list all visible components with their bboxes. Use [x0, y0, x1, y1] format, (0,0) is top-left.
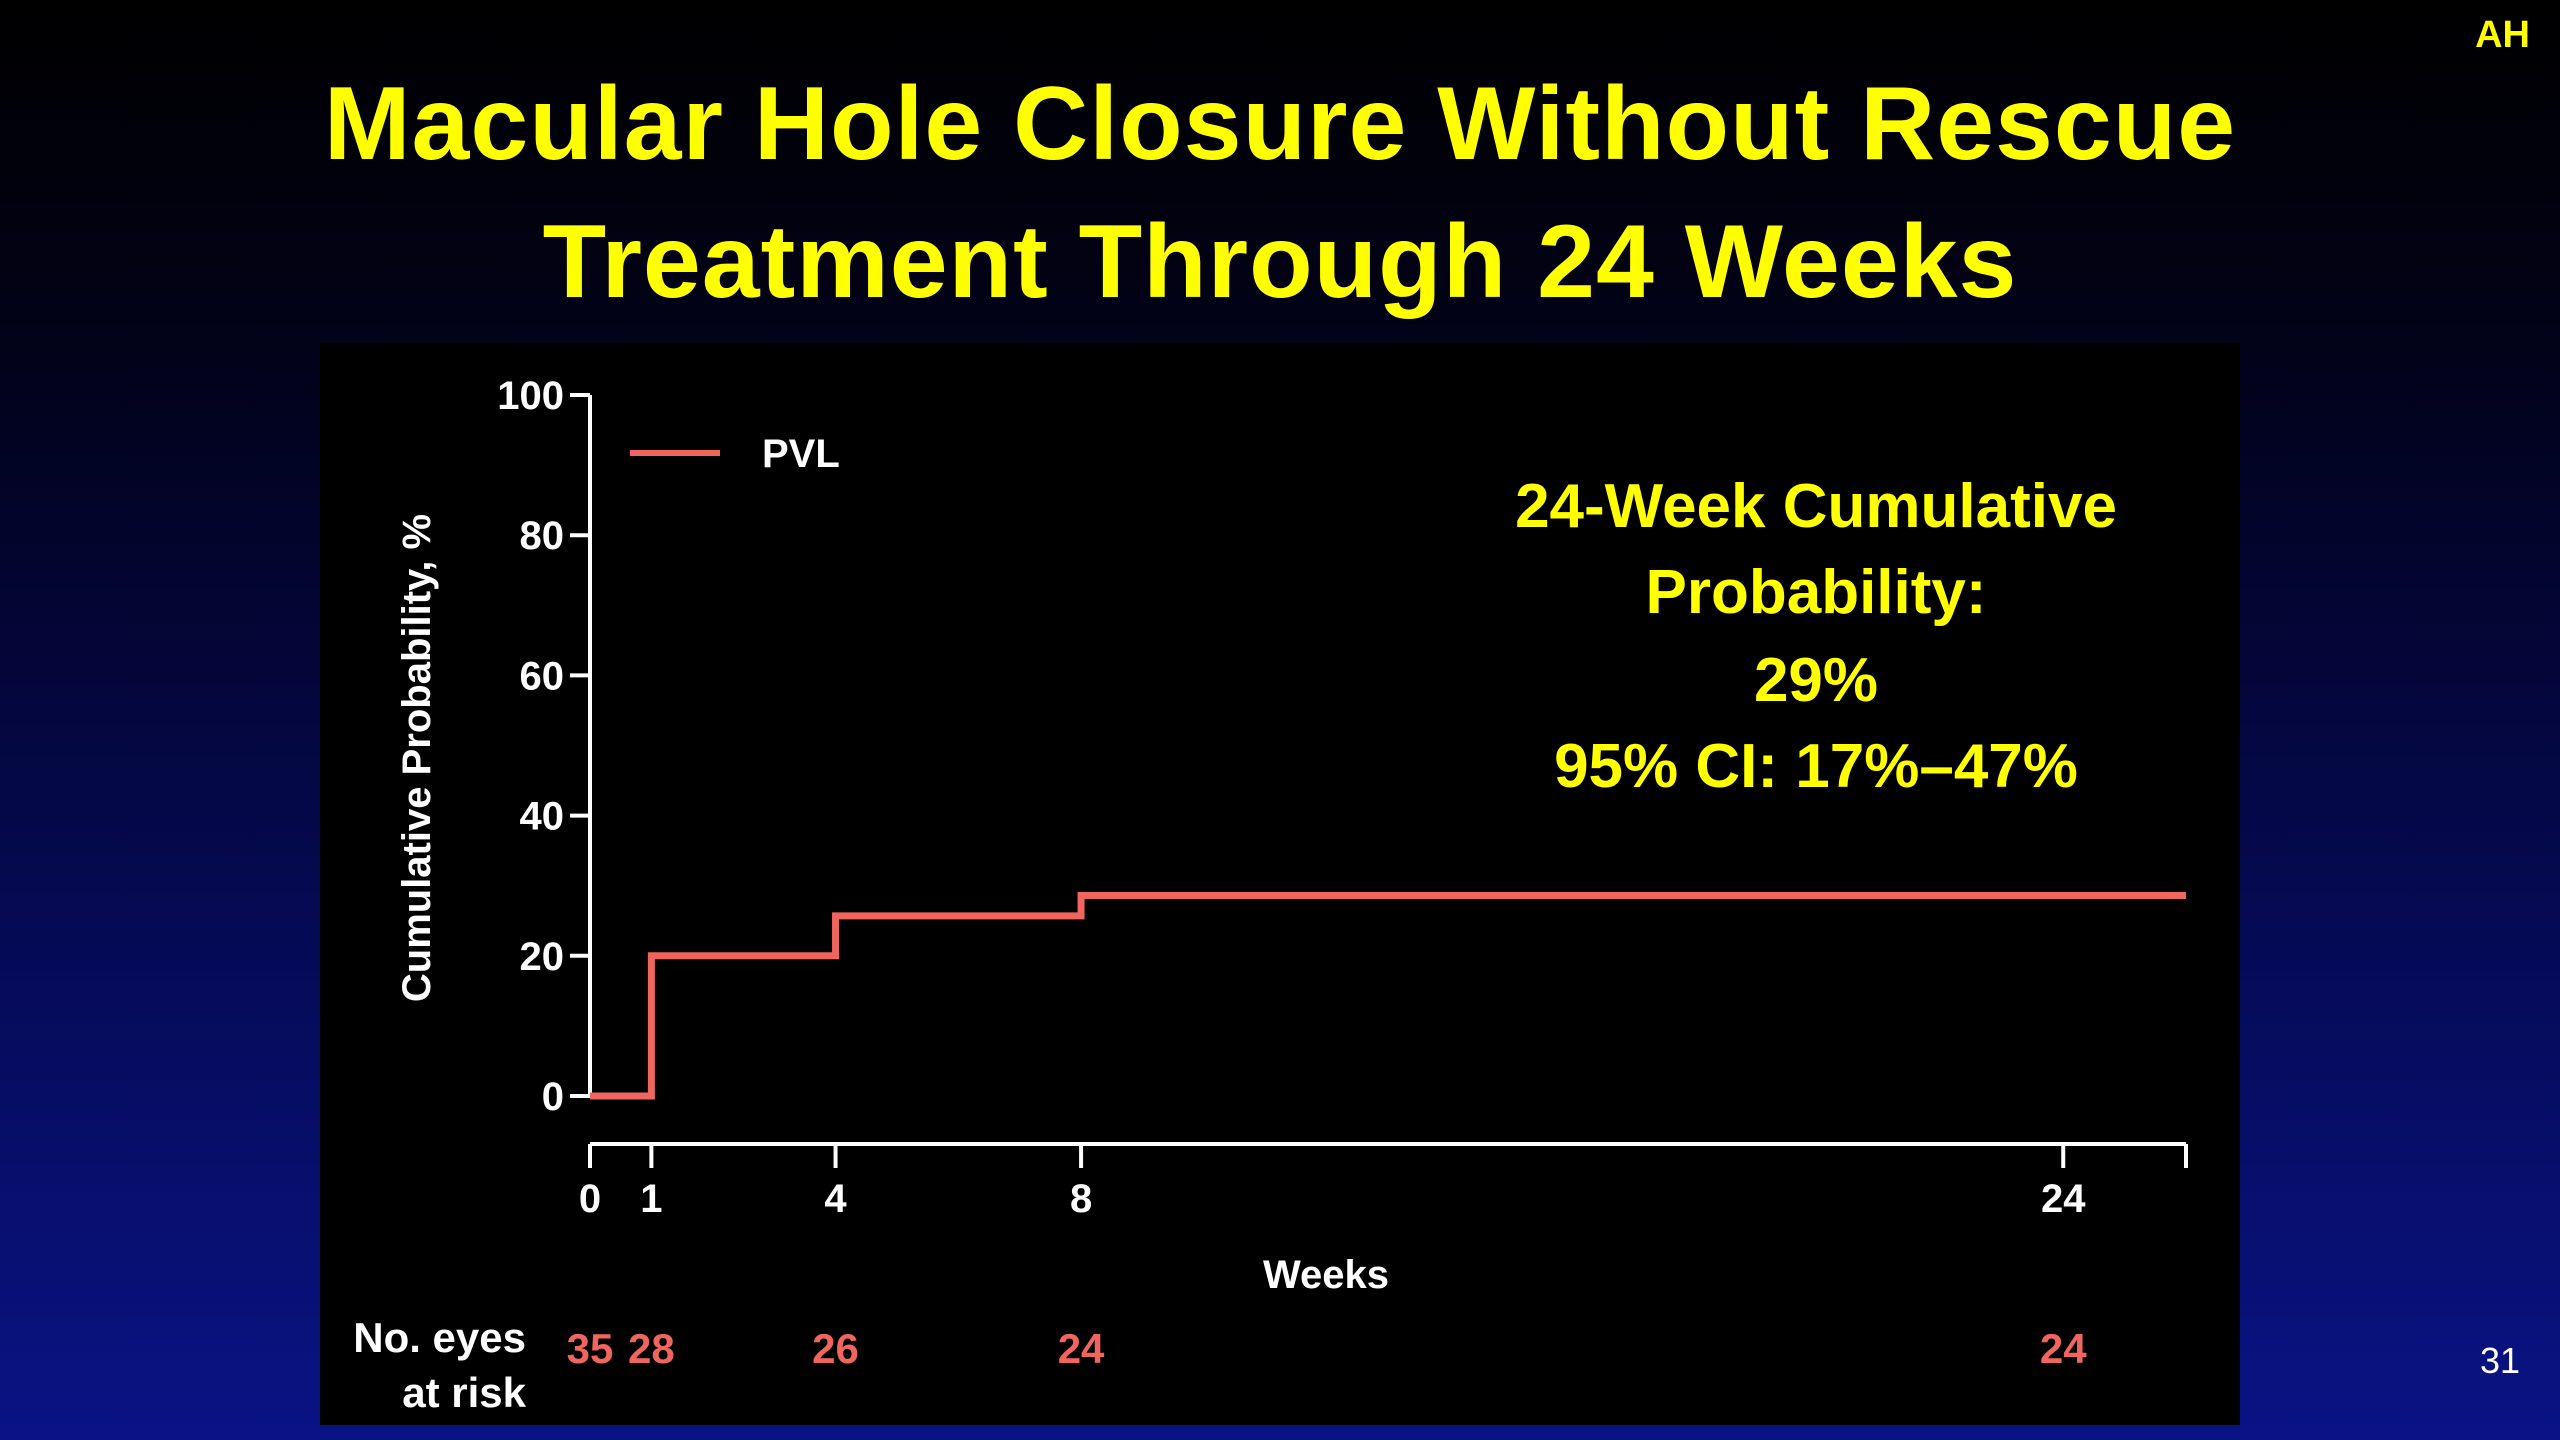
x-axis: 0 1 4 8 24 [579, 1142, 2188, 1221]
legend-label-pvl: PVL [762, 432, 840, 476]
x-tick-label: 1 [640, 1177, 662, 1221]
annotation-line-1: 24-Week Cumulative [1515, 472, 2117, 541]
corner-tag: AH [2475, 14, 2530, 56]
slide-title-line-1: Macular Hole Closure Without Rescue [323, 66, 2237, 182]
x-axis-label: Weeks [1263, 1253, 1389, 1297]
risk-table: No. eyes at risk 35 28 26 24 24 [353, 1314, 2087, 1416]
risk-table-label-line-1: No. eyes [353, 1314, 526, 1361]
y-tick-label: 20 [520, 935, 565, 979]
risk-table-label-line-2: at risk [402, 1369, 526, 1416]
x-tick-label: 0 [579, 1177, 601, 1221]
x-tick-label: 8 [1070, 1177, 1092, 1221]
y-tick-label: 80 [520, 514, 565, 558]
risk-table-value: 28 [628, 1325, 675, 1372]
page-number: 31 [2479, 1340, 2520, 1381]
annotation-line-3: 29% [1754, 646, 1878, 715]
legend: PVL [630, 432, 840, 476]
risk-table-value: 24 [1058, 1325, 1105, 1372]
annotation-line-4: 95% CI: 17%–47% [1554, 732, 2078, 801]
series-layer [590, 892, 2186, 1100]
annotation-line-2: Probability: [1645, 558, 1986, 627]
y-axis-label: Cumulative Probability, % [395, 514, 439, 1002]
y-tick-label: 100 [497, 374, 564, 418]
chart-panel: 0 20 40 60 80 100 0 1 4 8 24 PVL Cumulative Proba… [320, 343, 2240, 1425]
y-tick-label: 40 [520, 795, 565, 839]
risk-table-value: 24 [2040, 1325, 2087, 1372]
cumulative-probability-annotation: 24-Week Cumulative Probability: 29% 95% … [1515, 472, 2117, 801]
risk-table-value: 26 [812, 1325, 859, 1372]
x-tick-label: 4 [824, 1177, 847, 1221]
x-tick-label: 24 [2041, 1177, 2086, 1221]
y-tick-label: 60 [520, 654, 565, 698]
slide-title: Macular Hole Closure Without Rescue Trea… [0, 55, 2560, 331]
series-line-pvl [590, 892, 2186, 1100]
y-axis: 0 20 40 60 80 100 [497, 374, 592, 1119]
risk-table-value: 35 [567, 1325, 614, 1372]
slide-title-line-2: Treatment Through 24 Weeks [542, 204, 2018, 320]
y-tick-label: 0 [542, 1075, 564, 1119]
